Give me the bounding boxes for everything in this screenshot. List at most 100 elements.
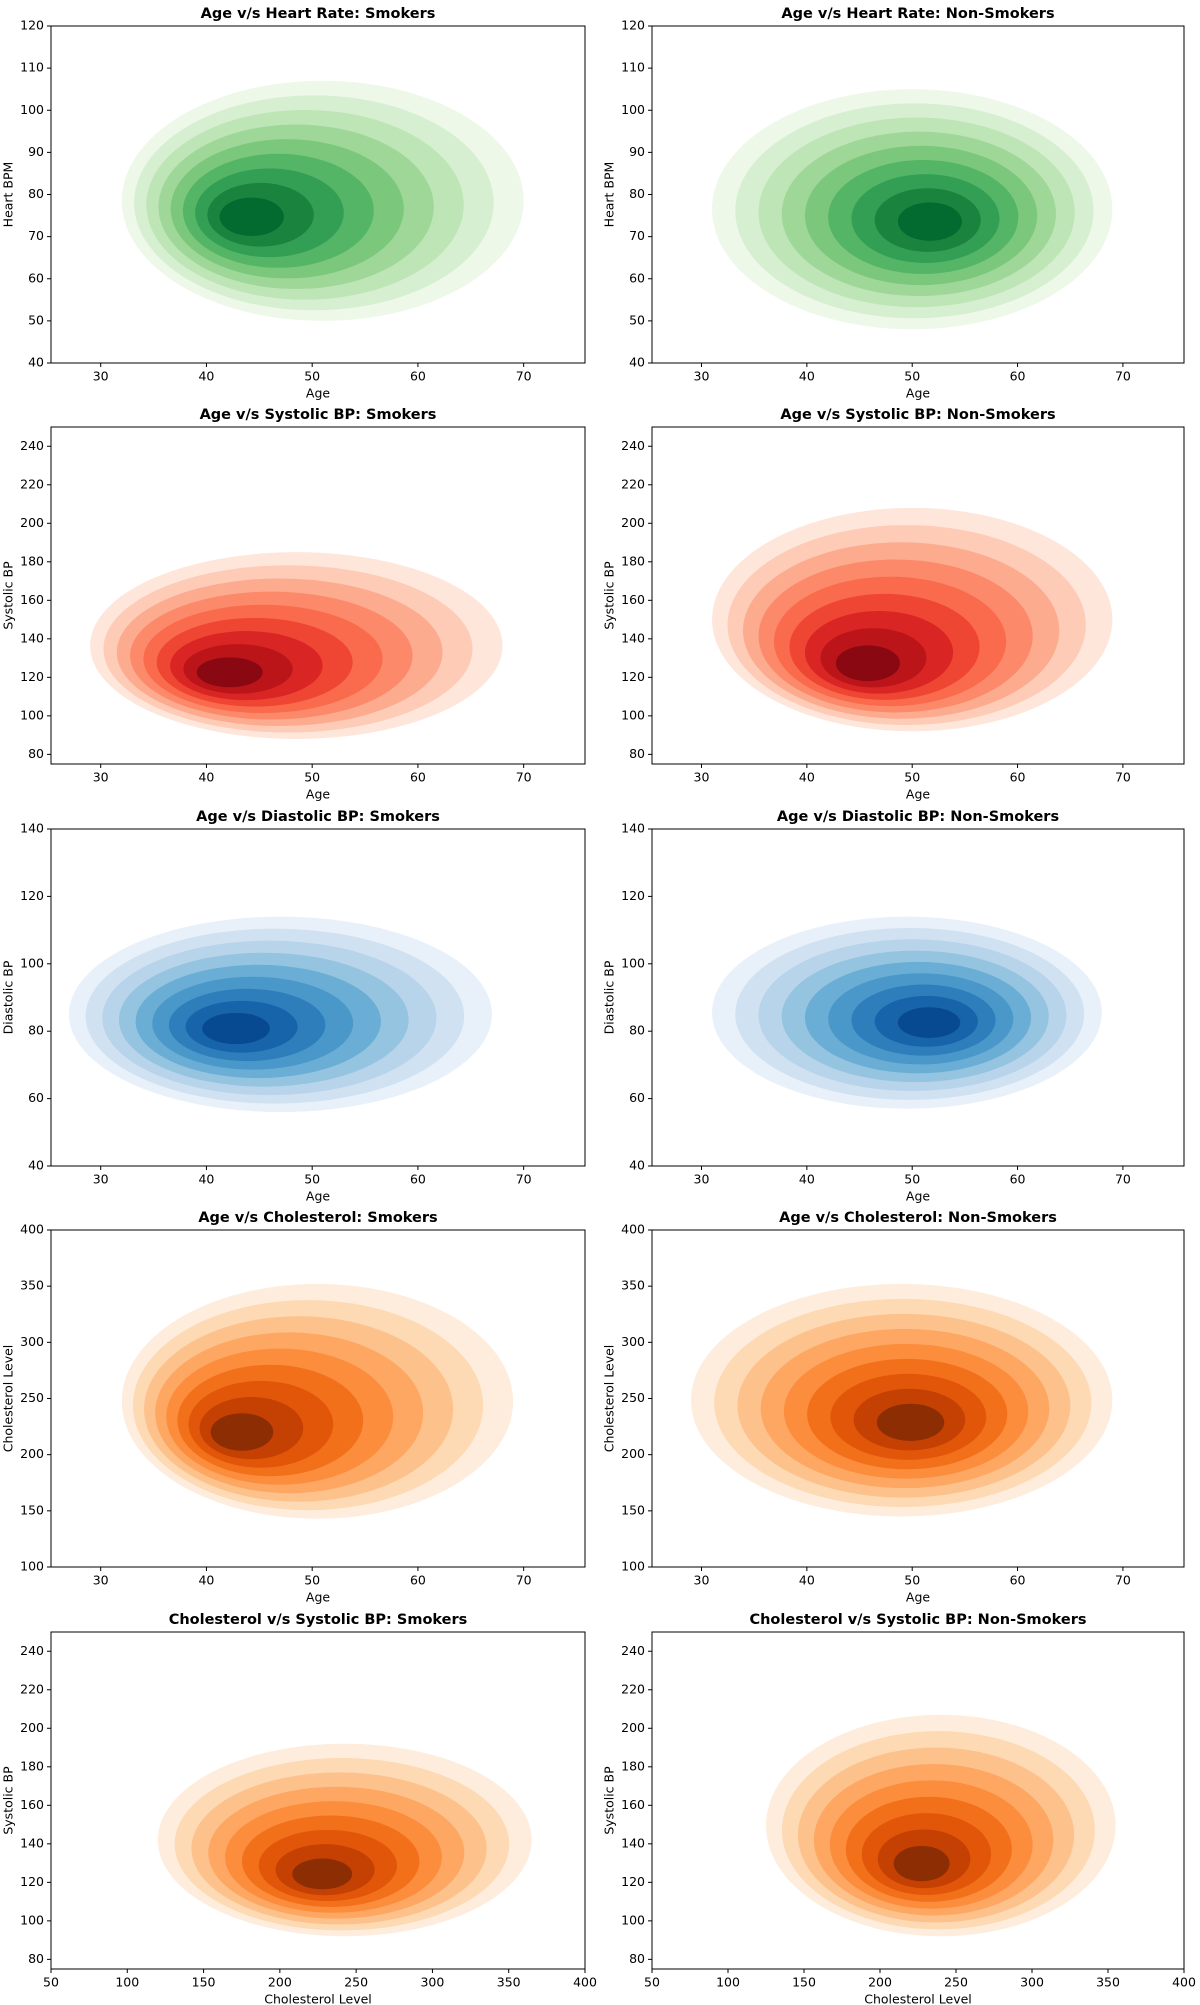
density-contour [196, 657, 263, 688]
x-tick-label: 40 [198, 770, 214, 785]
y-tick-label: 120 [20, 888, 44, 903]
x-tick-label: 30 [93, 770, 109, 785]
y-tick-label: 140 [20, 1835, 44, 1850]
x-tick-label: 30 [93, 1573, 109, 1588]
y-tick-label: 240 [20, 438, 44, 453]
y-axis-label: Cholesterol Level [1, 1345, 16, 1453]
chart-title: Age v/s Diastolic BP: Non-Smokers [777, 809, 1059, 825]
y-axis-label: Systolic BP [1, 1766, 16, 1835]
y-axis-label: Diastolic BP [1, 960, 16, 1034]
y-axis-label: Systolic BP [1, 561, 16, 630]
chart-title: Age v/s Cholesterol: Non-Smokers [779, 1210, 1057, 1226]
y-tick-label: 70 [28, 228, 44, 243]
y-tick-label: 80 [629, 746, 645, 761]
x-axis-label: Age [306, 1189, 330, 1204]
y-tick-label: 110 [20, 60, 44, 75]
y-tick-label: 240 [621, 1643, 645, 1658]
y-tick-label: 90 [28, 144, 44, 159]
subplot: 30 40 50 60 70 80 100 120 140 160 180 200 220 240 Age … [602, 407, 1185, 802]
y-tick-label: 50 [629, 312, 645, 327]
y-tick-label: 80 [629, 186, 645, 201]
x-tick-label: 30 [694, 770, 710, 785]
x-axis-label: Cholesterol Level [864, 1992, 972, 2005]
x-tick-label: 300 [1020, 1975, 1044, 1990]
x-tick-label: 70 [516, 369, 532, 384]
x-tick-label: 40 [198, 1172, 214, 1187]
subplot: 30 40 50 60 70 40 60 80 100 120 140 Age v/s Diastol… [602, 809, 1185, 1204]
y-tick-label: 100 [20, 1912, 44, 1927]
x-tick-label: 200 [868, 1975, 892, 1990]
y-axis-label: Heart BPM [602, 162, 617, 228]
x-tick-label: 40 [198, 369, 214, 384]
y-tick-label: 180 [20, 1758, 44, 1773]
x-tick-label: 60 [410, 369, 426, 384]
y-tick-label: 400 [621, 1222, 645, 1237]
y-tick-label: 80 [629, 1951, 645, 1966]
y-tick-label: 250 [621, 1390, 645, 1405]
x-tick-label: 40 [198, 1573, 214, 1588]
chart-title: Age v/s Cholesterol: Smokers [198, 1210, 437, 1226]
density-contour [897, 202, 962, 241]
x-tick-label: 50 [304, 770, 320, 785]
x-axis-label: Age [906, 787, 930, 802]
x-axis-label: Age [306, 787, 330, 802]
y-tick-label: 300 [20, 1334, 44, 1349]
contours [157, 1743, 532, 1937]
x-tick-label: 50 [904, 369, 920, 384]
x-tick-label: 50 [304, 369, 320, 384]
contours [90, 552, 503, 739]
y-tick-label: 80 [28, 1951, 44, 1966]
subplot: 30 40 50 60 70 40 60 80 100 120 140 Age v/s Diastol… [1, 809, 586, 1204]
y-tick-label: 100 [621, 1912, 645, 1927]
contours [121, 80, 524, 321]
y-tick-label: 220 [20, 476, 44, 491]
x-axis-label: Age [906, 1590, 930, 1605]
y-tick-label: 60 [629, 1090, 645, 1105]
y-tick-label: 200 [20, 1720, 44, 1735]
x-tick-label: 50 [304, 1573, 320, 1588]
x-tick-label: 70 [516, 1172, 532, 1187]
y-tick-label: 100 [20, 955, 44, 970]
x-tick-label: 70 [1115, 1573, 1131, 1588]
y-tick-label: 180 [621, 1758, 645, 1773]
subplot: 30 40 50 60 70 100 150 200 250 300 350 400 Age v/s C… [1, 1210, 586, 1605]
subplot: 50 100 150 200 250 300 350 400 80 100 120 140 160 180… [602, 1612, 1196, 2005]
y-axis-label: Diastolic BP [602, 960, 617, 1034]
y-axis-label: Systolic BP [602, 1766, 617, 1835]
axes-frame [50, 1631, 586, 1970]
y-tick-label: 200 [621, 515, 645, 530]
contours [766, 1714, 1116, 1937]
subplot: 50 100 150 200 250 300 350 400 80 100 120 140 160 180… [1, 1612, 597, 2005]
axes-frame [651, 426, 1185, 765]
x-tick-label: 350 [1096, 1975, 1120, 1990]
x-tick-label: 70 [516, 1573, 532, 1588]
chart-title: Age v/s Systolic BP: Smokers [200, 407, 437, 423]
y-tick-label: 100 [621, 955, 645, 970]
y-axis-label: Heart BPM [1, 162, 16, 228]
x-tick-label: 200 [268, 1975, 292, 1990]
density-contour [292, 1858, 353, 1890]
y-tick-label: 160 [621, 592, 645, 607]
x-axis-label: Age [906, 1189, 930, 1204]
x-tick-label: 150 [192, 1975, 216, 1990]
x-tick-label: 30 [93, 1172, 109, 1187]
y-tick-label: 180 [20, 553, 44, 568]
axes-frame [651, 1631, 1185, 1970]
chart-title: Age v/s Heart Rate: Smokers [201, 6, 436, 22]
y-tick-label: 220 [20, 1681, 44, 1696]
x-tick-label: 400 [1172, 1975, 1196, 1990]
y-tick-label: 40 [629, 355, 645, 370]
x-tick-label: 60 [410, 1573, 426, 1588]
y-tick-label: 100 [621, 707, 645, 722]
y-tick-label: 220 [621, 1681, 645, 1696]
subplot: 30 40 50 60 70 100 150 200 250 300 350 400 Age v/s C… [602, 1210, 1185, 1605]
y-tick-label: 240 [621, 438, 645, 453]
x-tick-label: 150 [792, 1975, 816, 1990]
y-tick-label: 90 [629, 144, 645, 159]
x-tick-label: 30 [694, 369, 710, 384]
x-tick-label: 60 [410, 1172, 426, 1187]
y-tick-label: 240 [20, 1643, 44, 1658]
y-tick-label: 220 [621, 476, 645, 491]
x-tick-label: 60 [1010, 1573, 1026, 1588]
